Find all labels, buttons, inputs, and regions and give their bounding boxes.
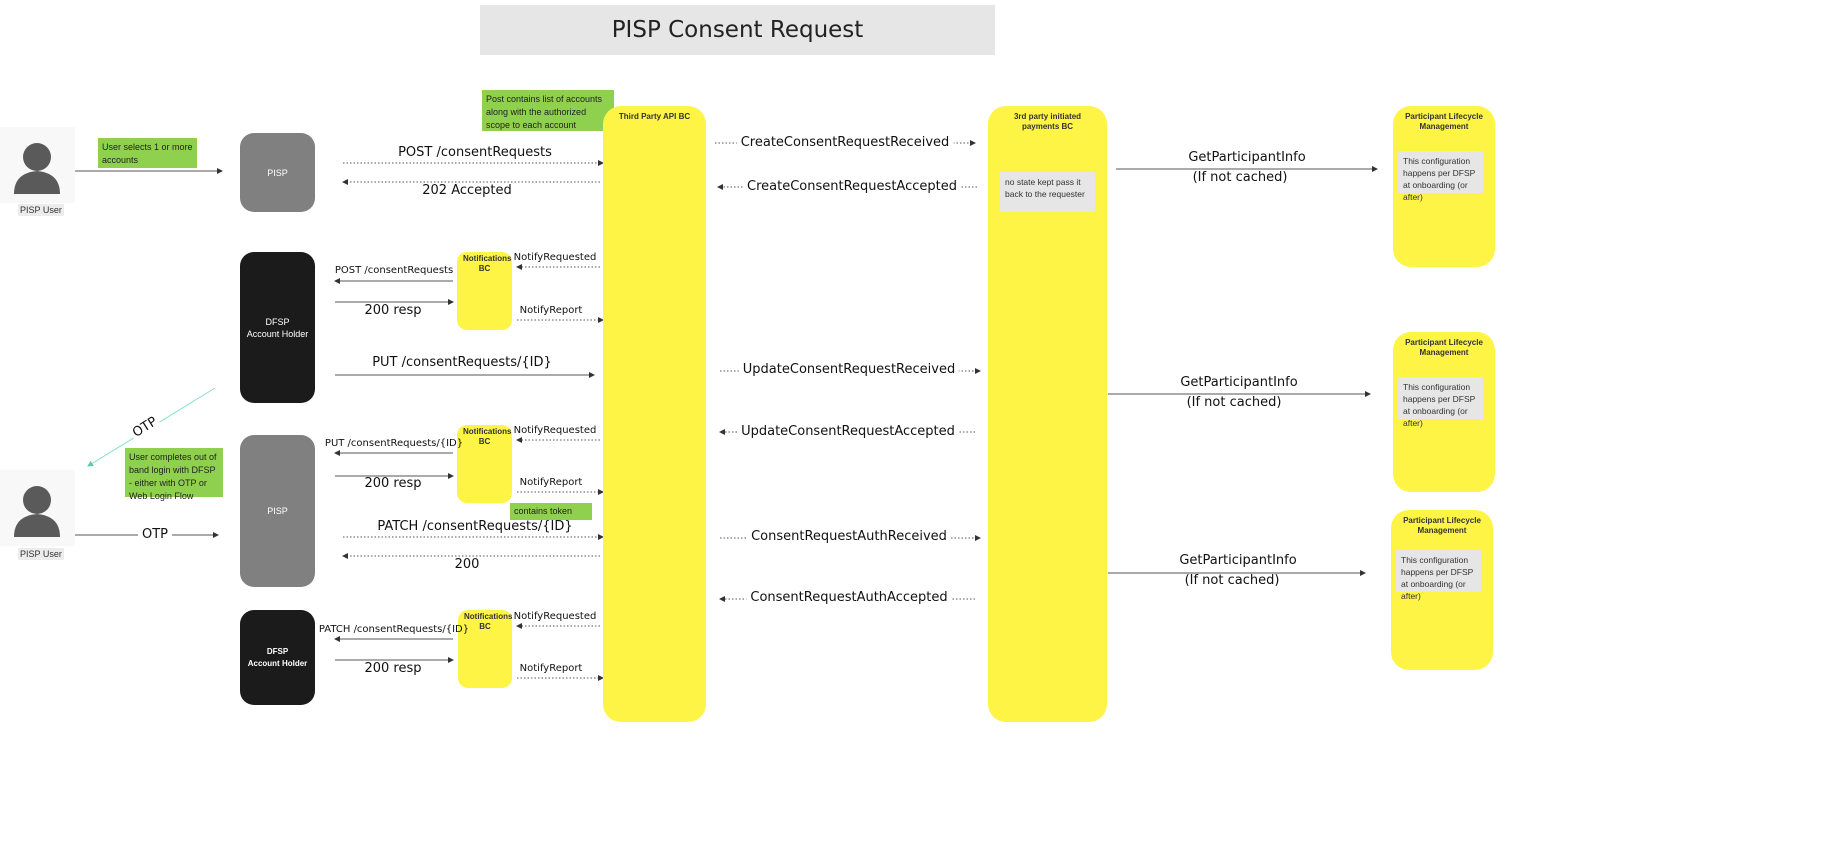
msg-post-dfsp: POST /consentRequests (334, 265, 454, 276)
msg-put-dfsp: PUT /consentRequests/{ID} (324, 438, 464, 449)
msg-if-not-cached: (If not cached) (1192, 170, 1288, 185)
msg-get-participant: GetParticipantInfo (1179, 553, 1297, 568)
notifications-bc: Notifications BC (457, 252, 512, 330)
msg-post: POST /consentRequests (398, 145, 552, 160)
actor-label: PISP User (18, 204, 64, 216)
msg-notify-report: NotifyReport (519, 305, 583, 316)
msg-202: 202 Accepted (422, 183, 512, 198)
third-party-payments-bc: 3rd party initiated payments BC no state… (988, 106, 1107, 722)
msg-patch-dfsp: PATCH /consentRequests/{ID} (318, 624, 470, 635)
pisp-node: PISP (240, 133, 315, 212)
msg-notify-report: NotifyReport (519, 477, 583, 488)
participant-lifecycle-bc: Participant Lifecycle Management This co… (1393, 106, 1495, 267)
notifications-bc: Notifications BC (457, 425, 512, 503)
user-avatar-1 (0, 127, 75, 203)
msg-notify-requested: NotifyRequested (513, 252, 597, 263)
msg-notify-report: NotifyReport (519, 663, 583, 674)
msg-200-resp: 200 resp (364, 661, 422, 676)
msg-if-not-cached: (If not cached) (1186, 395, 1282, 410)
msg-200-resp: 200 resp (364, 303, 422, 318)
participant-lifecycle-bc: Participant Lifecycle Management This co… (1393, 332, 1495, 492)
page-title: PISP Consent Request (480, 5, 995, 55)
msg-get-participant: GetParticipantInfo (1188, 150, 1306, 165)
msg-update-received: UpdateConsentRequestReceived (738, 362, 960, 377)
note-contains-token: contains token (510, 503, 592, 520)
msg-notify-requested: NotifyRequested (513, 425, 597, 436)
msg-200-resp: 200 resp (364, 476, 422, 491)
msg-put: PUT /consentRequests/{ID} (372, 355, 552, 370)
dfsp-node: DFSP Account Holder (240, 610, 315, 705)
user-avatar-2 (0, 470, 75, 546)
dfsp-node: DFSP Account Holder (240, 252, 315, 403)
note-post-contains: Post contains list of accounts along wit… (482, 90, 614, 131)
msg-auth-accepted: ConsentRequestAuthAccepted (746, 590, 952, 605)
msg-patch: PATCH /consentRequests/{ID} (377, 519, 573, 534)
msg-auth-received: ConsentRequestAuthReceived (747, 529, 951, 544)
msg-if-not-cached: (If not cached) (1184, 573, 1280, 588)
note-user-selects: User selects 1 or more accounts (98, 138, 197, 168)
msg-create-accepted: CreateConsentRequestAccepted (743, 179, 961, 194)
msg-create-received: CreateConsentRequestReceived (736, 135, 954, 150)
pisp-node: PISP (240, 435, 315, 587)
note-config: This configuration happens per DFSP at o… (1398, 151, 1483, 202)
third-party-api-bc: Third Party API BC (603, 106, 706, 722)
user-icon (14, 486, 60, 537)
note-no-state: no state kept pass it back to the reques… (1000, 172, 1095, 212)
note-user-completes: User completes out of band login with DF… (125, 448, 223, 501)
notifications-bc: Notifications BC (458, 610, 512, 688)
note-config: This configuration happens per DFSP at o… (1398, 377, 1483, 428)
user-icon (14, 143, 60, 194)
note-config: This configuration happens per DFSP at o… (1396, 550, 1481, 601)
msg-get-participant: GetParticipantInfo (1180, 375, 1298, 390)
msg-otp: OTP (137, 527, 173, 542)
actor-label: PISP User (18, 548, 64, 560)
participant-lifecycle-bc: Participant Lifecycle Management This co… (1391, 510, 1493, 670)
msg-notify-requested: NotifyRequested (513, 611, 597, 622)
msg-update-accepted: UpdateConsentRequestAccepted (737, 424, 959, 439)
msg-200: 200 (454, 557, 480, 572)
